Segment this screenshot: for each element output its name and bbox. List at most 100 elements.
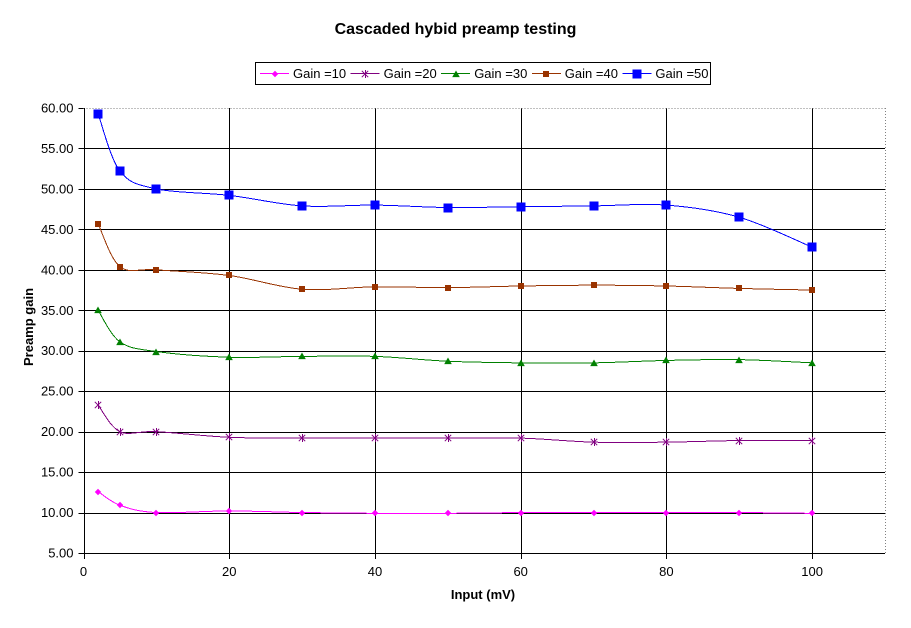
marker-diamond — [116, 501, 124, 509]
marker-square — [370, 200, 380, 210]
data-point-x60 — [518, 283, 524, 289]
data-point-x20 — [226, 272, 232, 278]
data-point-x30 — [298, 352, 306, 360]
marker-square — [589, 201, 599, 211]
data-point-x50 — [444, 357, 452, 365]
marker-square — [632, 69, 642, 79]
marker-square — [443, 203, 453, 213]
legend-label: Gain =10 — [293, 66, 346, 81]
data-point-x50 — [444, 509, 452, 517]
marker-star-d2 — [662, 438, 670, 446]
marker-star-d2 — [444, 434, 452, 442]
series-gain-40 — [95, 221, 815, 293]
x-tick-label-100: 100 — [801, 564, 823, 579]
data-point-x20 — [225, 507, 233, 515]
marker-triangle — [452, 70, 460, 78]
x-axis-title: Input (mV) — [451, 587, 515, 602]
marker-star-d2 — [590, 438, 598, 446]
data-point-x50 — [443, 203, 453, 213]
marker-diamond — [94, 488, 102, 496]
data-point-x80 — [661, 200, 671, 210]
data-point-x10 — [152, 348, 160, 356]
data-point-x40 — [372, 284, 378, 290]
marker-triangle — [371, 352, 379, 360]
legend-item-gain-30: Gain =30 — [441, 66, 527, 81]
data-point-x20 — [225, 353, 233, 361]
y-tick-label-20: 20.00 — [41, 424, 74, 439]
y-axis-title: Preamp gain — [21, 288, 36, 366]
marker-star-d2 — [808, 437, 816, 445]
marker-star-d2 — [152, 428, 160, 436]
chart-title: Cascaded hybid preamp testing — [335, 21, 577, 38]
marker-diamond — [590, 509, 598, 517]
data-point-x60 — [516, 202, 526, 212]
marker-diamond — [808, 509, 816, 517]
legend-marker-icon — [543, 71, 549, 77]
y-tick-label-50: 50.00 — [41, 181, 74, 196]
marker-triangle — [116, 338, 124, 346]
x-tick-label-0: 0 — [80, 564, 87, 579]
data-point-x30 — [298, 434, 306, 442]
legend-item-gain-10: Gain =10 — [260, 66, 346, 81]
marker-star-d2 — [361, 70, 369, 78]
data-point-x100 — [808, 437, 816, 445]
data-point-x5 — [117, 264, 123, 270]
marker-star-d2 — [298, 434, 306, 442]
series-gain-50 — [93, 109, 817, 252]
marker-diamond — [298, 509, 306, 517]
data-point-x100 — [809, 287, 815, 293]
y-tick-label-35: 35.00 — [41, 303, 74, 318]
marker-square-small — [736, 285, 742, 291]
marker-triangle — [590, 359, 598, 367]
marker-diamond — [371, 509, 379, 517]
data-point-x2 — [94, 488, 102, 496]
data-point-x30 — [298, 509, 306, 517]
marker-triangle — [298, 352, 306, 360]
legend-marker-icon — [452, 70, 460, 78]
data-point-x90 — [736, 285, 742, 291]
legend-marker-icon — [361, 70, 369, 78]
data-point-x80 — [662, 509, 670, 517]
marker-triangle — [808, 359, 816, 367]
marker-square — [224, 190, 234, 200]
legend-item-gain-50: Gain =50 — [622, 66, 709, 81]
x-tick-label-20: 20 — [222, 564, 236, 579]
data-point-x100 — [808, 359, 816, 367]
data-point-x2 — [94, 306, 102, 314]
data-point-x70 — [590, 509, 598, 517]
legend-label: Gain =20 — [384, 66, 437, 81]
data-point-x50 — [445, 285, 451, 291]
data-point-x90 — [735, 437, 743, 445]
legend-label: Gain =30 — [474, 66, 527, 81]
y-tick-label-30: 30.00 — [41, 343, 74, 358]
data-point-x60 — [517, 509, 525, 517]
marker-diamond — [444, 509, 452, 517]
marker-square — [151, 184, 161, 194]
marker-square-small — [226, 272, 232, 278]
data-point-x40 — [371, 352, 379, 360]
marker-square-small — [299, 286, 305, 292]
y-tick-label-5: 5.00 — [48, 546, 73, 561]
data-point-x80 — [662, 438, 670, 446]
y-tick-label-55: 55.00 — [41, 141, 74, 156]
legend-item-gain-40: Gain =40 — [531, 66, 618, 81]
legend-label: Gain =40 — [565, 66, 618, 81]
data-point-x60 — [517, 359, 525, 367]
marker-square — [115, 166, 125, 176]
x-tick-label-80: 80 — [659, 564, 673, 579]
marker-triangle — [517, 359, 525, 367]
marker-triangle — [662, 356, 670, 364]
marker-square-small — [543, 71, 549, 77]
marker-star-d2 — [371, 434, 379, 442]
series-gain-10 — [94, 488, 816, 517]
data-point-x10 — [152, 428, 160, 436]
data-point-x10 — [151, 184, 161, 194]
data-point-x5 — [116, 338, 124, 346]
data-point-x30 — [299, 286, 305, 292]
data-point-x20 — [225, 433, 233, 441]
marker-square-small — [153, 267, 159, 273]
marker-diamond — [271, 70, 279, 78]
legend-box — [255, 62, 711, 85]
data-point-x2 — [93, 109, 103, 119]
marker-diamond — [662, 509, 670, 517]
